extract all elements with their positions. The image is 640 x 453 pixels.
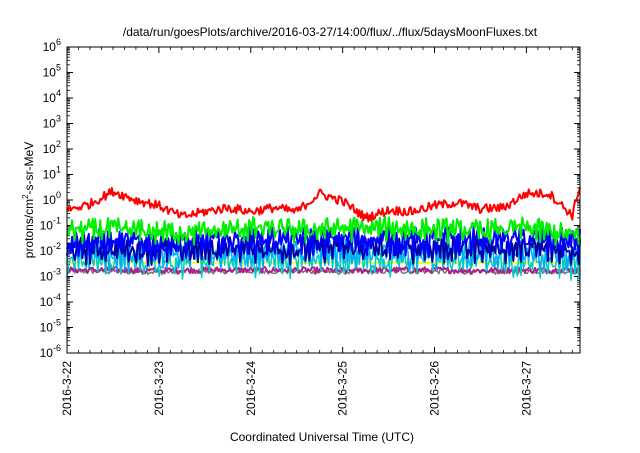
y-tick-label: 100 [43, 190, 61, 207]
y-axis-label: protons/cm2-s-sr-MeV [21, 142, 36, 258]
y-tick-label: 101 [43, 165, 61, 182]
y-tick-label-exponent: 5 [56, 63, 61, 73]
y-axis-label-base: protons/cm [22, 199, 36, 258]
y-tick-label: 10-6 [40, 343, 61, 360]
chart-title: /data/run/goesPlots/archive/2016-03-27/1… [123, 25, 538, 39]
y-tick-label-exponent: 4 [56, 88, 61, 98]
x-tick-label: 2016-3-25 [336, 361, 350, 416]
y-tick-label-exponent: -1 [53, 216, 61, 226]
y-tick-label: 10-2 [40, 241, 61, 258]
y-tick-label-base: 10 [43, 66, 57, 80]
y-tick-label-exponent: -2 [53, 241, 61, 251]
y-axis-label-rest: -s-sr-MeV [22, 142, 36, 195]
y-tick-label-base: 10 [40, 295, 54, 309]
series-line-1 [66, 215, 581, 246]
y-tick-label-base: 10 [40, 346, 54, 360]
y-axis-label-sup: 2 [21, 194, 30, 199]
y-tick-label-exponent: 3 [56, 114, 61, 124]
y-tick-label: 102 [43, 139, 61, 156]
y-tick-label-base: 10 [40, 219, 54, 233]
y-tick-label-base: 10 [43, 193, 57, 207]
x-tick-label: 2016-3-24 [244, 361, 258, 416]
plot-frame [66, 46, 581, 354]
y-tick-label-base: 10 [43, 91, 57, 105]
y-tick-label-exponent: 2 [56, 139, 61, 149]
y-tick-label: 10-5 [40, 318, 61, 335]
y-tick-label: 10-3 [40, 267, 61, 284]
y-tick-label-exponent: 6 [56, 37, 61, 47]
y-tick-label-base: 10 [43, 168, 57, 182]
y-tick-label-exponent: -3 [53, 267, 61, 277]
y-tick-label-exponent: -6 [53, 343, 61, 353]
y-tick-label: 105 [43, 63, 61, 80]
y-tick-label-exponent: 0 [56, 190, 61, 200]
y-tick-label-base: 10 [43, 142, 57, 156]
x-tick-label: 2016-3-27 [519, 361, 533, 416]
plot-area: 10-610-510-410-310-210-11001011021031041… [40, 37, 581, 416]
x-tick-label: 2016-3-23 [152, 361, 166, 416]
y-tick-label-exponent: -4 [53, 292, 61, 302]
series-line-8 [66, 268, 581, 276]
y-tick-label: 10-1 [40, 216, 61, 233]
y-tick-label: 106 [43, 37, 61, 54]
y-tick-label: 103 [43, 114, 61, 131]
y-tick-label-base: 10 [40, 321, 54, 335]
series-line-0 [66, 186, 581, 223]
y-tick-label-base: 10 [43, 117, 57, 131]
x-tick-label: 2016-3-22 [60, 361, 74, 416]
y-tick-label-base: 10 [43, 40, 57, 54]
y-tick-label-exponent: 1 [56, 165, 61, 175]
y-tick-label-exponent: -5 [53, 318, 61, 328]
y-tick-label-base: 10 [40, 244, 54, 258]
y-tick-label-base: 10 [40, 270, 54, 284]
y-tick-label: 104 [43, 88, 61, 105]
series-line-7 [66, 265, 581, 275]
y-tick-label: 10-4 [40, 292, 61, 309]
x-axis-label: Coordinated Universal Time (UTC) [230, 430, 414, 444]
x-tick-label: 2016-3-26 [428, 361, 442, 416]
